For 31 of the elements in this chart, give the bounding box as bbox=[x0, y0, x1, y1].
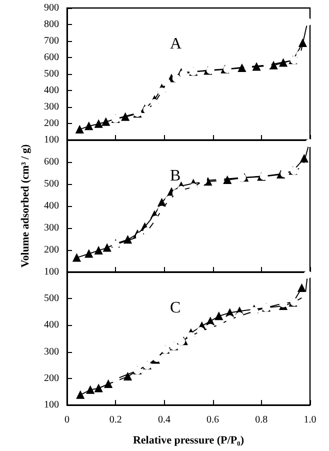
x-tick-label: 0.6 bbox=[206, 414, 220, 426]
annotation: B bbox=[170, 168, 181, 184]
y-tick-label: 600 bbox=[44, 156, 59, 168]
x-tick-label: 0 bbox=[64, 414, 70, 426]
y-tick-label: 700 bbox=[44, 36, 59, 46]
x-axis-title: Relative pressure (P/P₀) bbox=[132, 434, 244, 446]
y-tick-label: 100 bbox=[44, 400, 59, 410]
y-tick-label: 400 bbox=[44, 200, 59, 212]
y-tick-label: 500 bbox=[44, 178, 59, 190]
y-tick-label: 100 bbox=[44, 134, 59, 146]
y-tick-label: 900 bbox=[44, 2, 59, 14]
x-tick-label: 1.0 bbox=[304, 414, 316, 426]
x-tick-label: 0.8 bbox=[255, 414, 268, 426]
x-tick-label: 0.4 bbox=[158, 414, 170, 426]
y-tick-label: 500 bbox=[44, 68, 59, 80]
y-tick-label: 300 bbox=[44, 346, 59, 358]
y-tick-label: 200 bbox=[44, 244, 59, 256]
y-tick-label: 200 bbox=[44, 118, 59, 129]
y-tick-label: 100 bbox=[44, 266, 59, 278]
y-axis-title: Volume adsorbed (cm³ / g) bbox=[20, 144, 32, 268]
y-tick-label: 300 bbox=[44, 102, 59, 112]
y-tick-label: 400 bbox=[44, 320, 59, 331]
y-tick-label: 400 bbox=[44, 85, 59, 96]
y-tick-label: 300 bbox=[44, 222, 59, 234]
x-tick-label: 0.2 bbox=[109, 414, 122, 426]
y-tick-label: 600 bbox=[44, 52, 59, 63]
y-tick-label: 500 bbox=[44, 293, 59, 304]
annotation: C bbox=[170, 300, 181, 316]
y-tick-label: 200 bbox=[44, 372, 59, 384]
annotation: A bbox=[170, 36, 182, 52]
y-tick-label: 800 bbox=[44, 19, 59, 30]
